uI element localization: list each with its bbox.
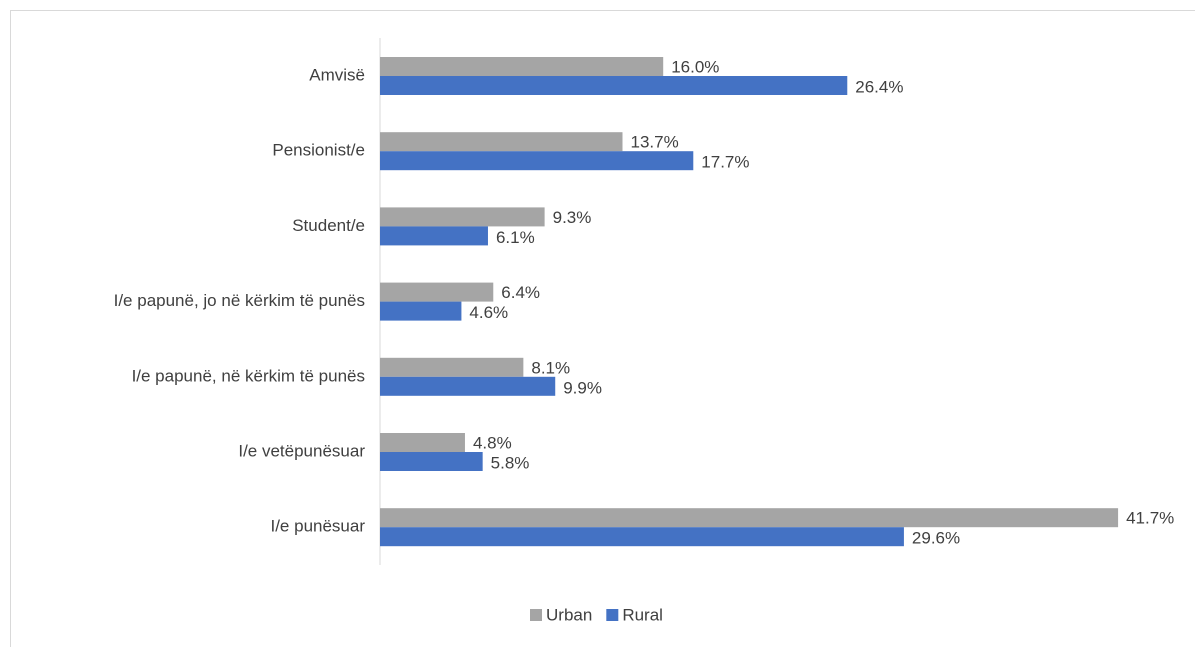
legend-swatch	[530, 609, 542, 621]
data-label: 26.4%	[855, 77, 903, 96]
category-label: I/e papunë, në kërkim të punës	[132, 366, 365, 385]
bar	[380, 226, 488, 246]
bar	[380, 132, 623, 152]
category-label: Pensionist/e	[272, 141, 365, 160]
category-label: I/e punësuar	[270, 517, 365, 536]
bar	[380, 282, 494, 302]
bar	[380, 301, 462, 321]
legend-label: Rural	[622, 605, 663, 624]
data-label: 13.7%	[630, 133, 678, 152]
category-label: I/e vetëpunësuar	[238, 441, 365, 460]
data-label: 9.9%	[563, 378, 602, 397]
bar	[380, 452, 483, 471]
bar	[380, 57, 664, 76]
data-label: 4.6%	[469, 303, 508, 322]
data-label: 6.4%	[501, 283, 540, 302]
data-label: 17.7%	[701, 153, 749, 172]
category-label: I/e papunë, jo në kërkim të punës	[114, 291, 365, 310]
legend-label: Urban	[546, 605, 592, 624]
category-label: Student/e	[292, 216, 365, 235]
data-label: 5.8%	[491, 453, 530, 472]
data-label: 29.6%	[912, 529, 960, 548]
legend-swatch	[606, 609, 619, 621]
bar	[380, 433, 465, 452]
data-label: 16.0%	[671, 57, 719, 76]
data-label: 4.8%	[473, 433, 512, 452]
chart-border	[10, 10, 1195, 647]
data-label: 41.7%	[1126, 509, 1174, 528]
data-label: 9.3%	[553, 208, 592, 227]
bar	[380, 376, 556, 396]
data-label: 8.1%	[531, 358, 570, 377]
bar	[380, 508, 1119, 528]
data-label: 6.1%	[496, 228, 535, 247]
bar	[380, 527, 904, 547]
bar	[380, 357, 524, 377]
bar	[380, 76, 848, 95]
bar	[380, 207, 545, 227]
category-label: Amvisë	[309, 65, 365, 84]
bar	[380, 151, 694, 171]
